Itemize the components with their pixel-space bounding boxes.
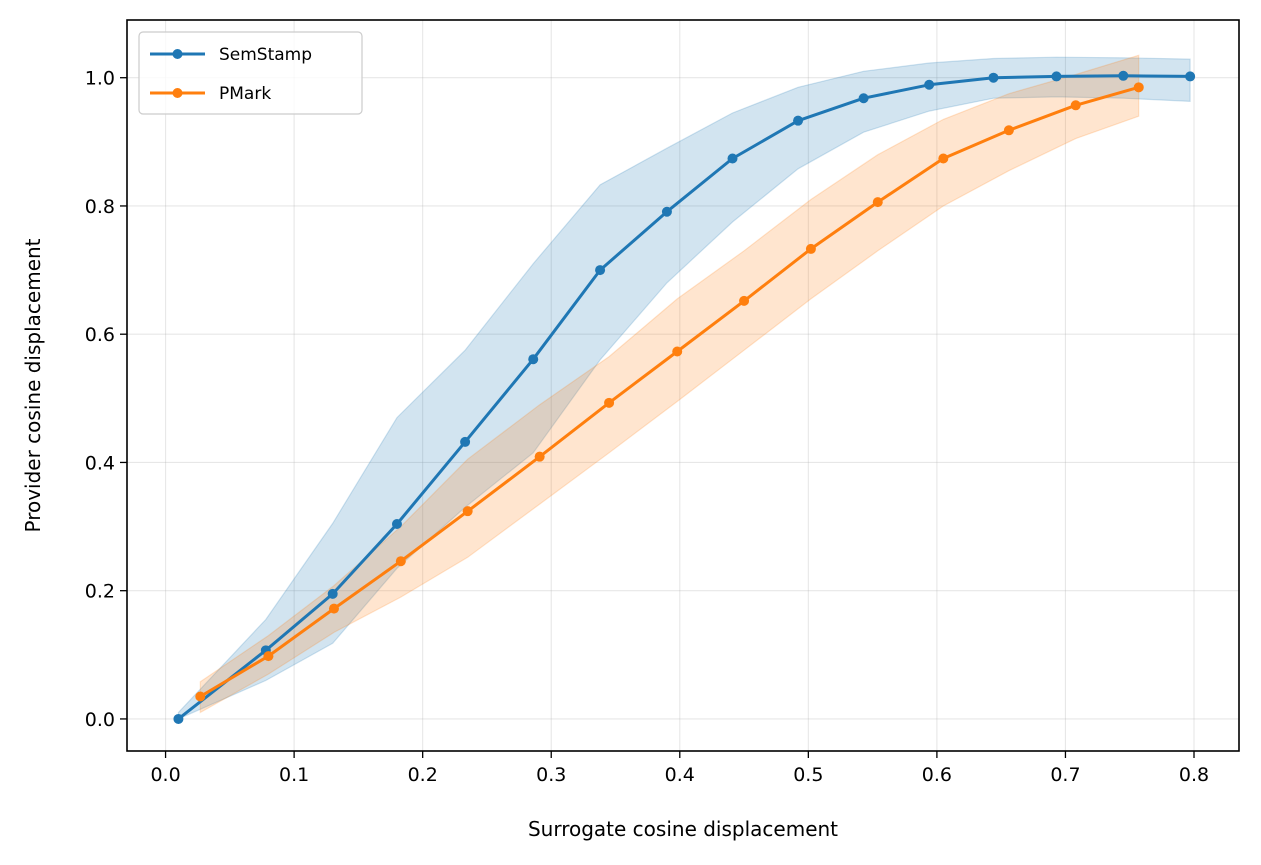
semstamp-point <box>988 72 999 83</box>
y-tick-label: 0.8 <box>85 196 115 218</box>
semstamp-point <box>924 79 935 90</box>
semstamp-point <box>391 519 402 530</box>
semstamp-legend-marker <box>172 49 183 59</box>
y-tick-label: 1.0 <box>85 68 115 90</box>
x-tick-label: 0.6 <box>922 764 952 786</box>
legend: SemStamp PMark <box>138 31 363 115</box>
x-tick-label: 0.1 <box>279 764 309 786</box>
pmark-point <box>263 651 274 662</box>
semstamp-point <box>528 354 539 365</box>
semstamp-point <box>727 153 738 164</box>
y-tick-label: 0.0 <box>85 709 115 731</box>
confidence-bands <box>177 54 1191 720</box>
x-tick-label: 0.7 <box>1050 764 1080 786</box>
y-tick-label: 0.4 <box>85 452 115 474</box>
plot-frame <box>126 19 1240 752</box>
pmark-point <box>195 691 206 702</box>
y-tick-label: 0.2 <box>85 581 115 603</box>
grid <box>127 20 1239 751</box>
semstamp-point <box>858 93 869 104</box>
x-tick-label: 0.3 <box>536 764 566 786</box>
pmark-band <box>199 54 1140 714</box>
pmark-point <box>395 556 406 567</box>
semstamp-legend-label: SemStamp <box>219 45 312 65</box>
pmark-point <box>938 153 949 164</box>
pmark-point <box>328 603 339 614</box>
semstamp-point <box>1185 71 1196 82</box>
x-tick-label: 0.4 <box>665 764 695 786</box>
semstamp-point <box>595 265 606 276</box>
semstamp-band <box>177 56 1191 720</box>
semstamp-point <box>173 713 184 724</box>
semstamp-line <box>177 74 1191 721</box>
axis-ticks: 0.0 0.1 0.2 0.3 0.4 0.5 0.6 0.7 0.8 0.0 0.2 0.4 0.6 0… <box>85 68 1209 786</box>
data-points <box>173 70 1196 724</box>
semstamp-point <box>327 588 338 599</box>
semstamp-point <box>1118 70 1129 81</box>
y-axis-label: Provider cosine displacement <box>21 238 45 532</box>
x-tick-label: 0.0 <box>150 764 180 786</box>
pmark-point <box>1070 100 1081 111</box>
x-tick-label: 0.2 <box>408 764 438 786</box>
pmark-point <box>672 346 683 357</box>
semstamp-point <box>793 115 804 126</box>
semstamp-point <box>460 436 471 447</box>
pmark-point <box>1003 125 1014 136</box>
pmark-point <box>1133 82 1144 93</box>
y-tick-label: 0.6 <box>85 324 115 346</box>
semstamp-point <box>661 206 672 217</box>
pmark-point <box>739 295 750 306</box>
pmark-point <box>462 506 473 517</box>
pmark-point <box>805 243 816 254</box>
pmark-legend-label: PMark <box>219 84 271 104</box>
pmark-point <box>534 451 545 462</box>
x-tick-label: 0.5 <box>793 764 823 786</box>
x-tick-label: 0.8 <box>1179 764 1209 786</box>
semstamp-point <box>1051 71 1062 82</box>
pmark-point <box>604 397 615 408</box>
pmark-point <box>872 197 883 208</box>
x-axis-label: Surrogate cosine displacement <box>528 817 838 841</box>
pmark-legend-marker <box>172 88 183 98</box>
